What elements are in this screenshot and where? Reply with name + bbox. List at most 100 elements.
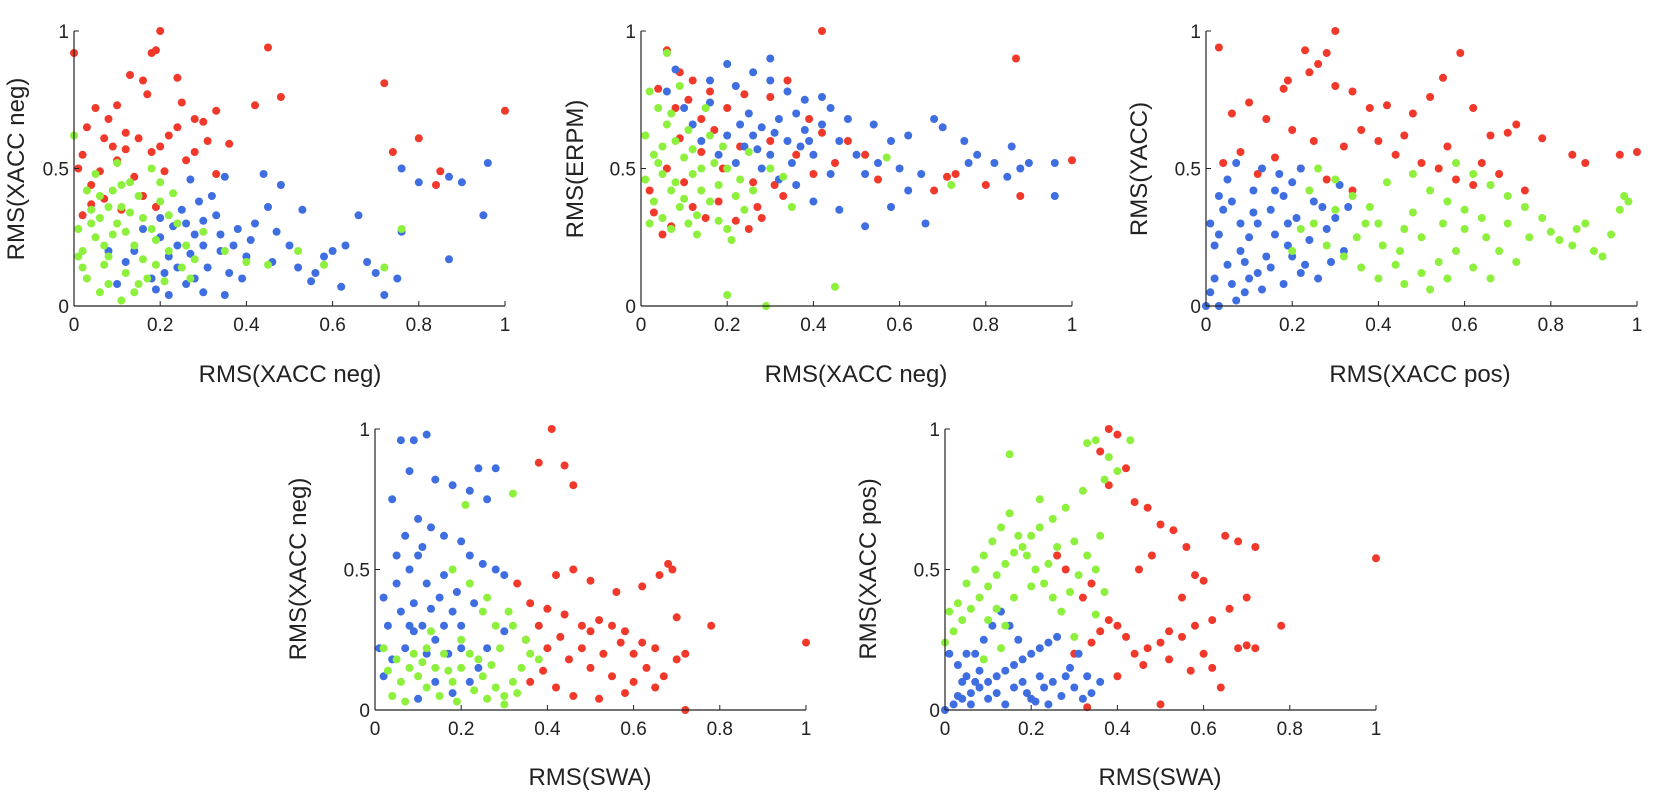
y-tick-label: 0.5 — [344, 561, 370, 582]
data-point-green — [1126, 436, 1135, 445]
data-point-blue — [1318, 203, 1327, 211]
data-point-green — [483, 694, 492, 703]
data-point-green — [1486, 274, 1495, 283]
data-point-blue — [220, 172, 229, 181]
data-point-blue — [1288, 178, 1297, 187]
data-point-green — [662, 49, 671, 57]
data-point-blue — [474, 663, 483, 672]
x-tick-label: 0 — [636, 315, 647, 336]
series-blue — [1202, 159, 1353, 310]
data-point-red — [1221, 531, 1230, 540]
data-point-green — [1066, 588, 1074, 596]
data-point-blue — [478, 559, 487, 568]
data-point-red — [190, 148, 199, 156]
data-point-blue — [479, 211, 488, 220]
data-point-blue — [363, 258, 372, 266]
data-point-blue — [1240, 258, 1249, 266]
data-point-green — [1620, 192, 1629, 200]
data-point-blue — [861, 222, 870, 231]
data-point-green — [649, 150, 658, 159]
data-point-red — [654, 84, 663, 93]
data-point-blue — [307, 277, 316, 286]
data-point-green — [405, 663, 414, 672]
data-point-blue — [740, 142, 749, 151]
data-point-red — [173, 123, 182, 132]
data-point-red — [1208, 616, 1217, 625]
data-point-red — [1581, 159, 1590, 167]
data-point-blue — [1283, 219, 1292, 228]
data-point-red — [1538, 134, 1547, 143]
data-point-red — [1365, 104, 1374, 112]
data-point-green — [1091, 436, 1100, 445]
data-point-green — [182, 241, 191, 250]
data-point-red — [658, 230, 667, 239]
data-point-green — [671, 137, 680, 145]
data-point-green — [457, 635, 466, 644]
data-point-red — [805, 115, 814, 123]
data-point-green — [508, 489, 517, 498]
data-point-green — [1408, 170, 1417, 178]
data-point-green — [1589, 247, 1598, 255]
data-point-blue — [341, 241, 350, 250]
data-point-blue — [953, 661, 962, 669]
data-point-red — [595, 616, 604, 625]
data-point-green — [139, 255, 147, 264]
data-point-green — [100, 260, 109, 269]
data-point-green — [1091, 565, 1100, 574]
data-point-blue — [418, 621, 427, 630]
data-point-red — [130, 172, 139, 181]
data-point-blue — [1232, 159, 1241, 167]
data-point-red — [1234, 537, 1243, 546]
data-point-blue — [405, 565, 414, 574]
data-point-red — [783, 76, 792, 85]
data-point-green — [958, 616, 967, 625]
data-point-blue — [383, 621, 392, 630]
data-point-green — [1417, 233, 1426, 242]
data-point-blue — [904, 186, 913, 195]
data-point-green — [1040, 579, 1049, 588]
data-point-green — [320, 260, 328, 269]
x-tick-label: 0.4 — [1365, 315, 1392, 336]
data-point-blue — [1074, 649, 1083, 658]
data-point-red — [1314, 60, 1323, 68]
data-point-green — [130, 288, 139, 297]
data-point-blue — [1024, 159, 1033, 167]
x-axis-title: RMS(XACC neg) — [765, 361, 948, 388]
data-point-blue — [121, 258, 130, 266]
data-point-blue — [320, 252, 328, 261]
data-point-blue — [164, 252, 173, 261]
data-point-blue — [826, 104, 835, 112]
y-tick-label: 0.5 — [1175, 160, 1201, 181]
data-point-red — [1400, 131, 1409, 140]
x-tick-label: 1 — [801, 719, 812, 740]
data-point-blue — [1292, 214, 1301, 222]
data-point-green — [1439, 219, 1447, 228]
data-point-red — [766, 93, 775, 101]
data-point-blue — [440, 571, 448, 580]
x-tick-label: 0.8 — [1538, 315, 1564, 336]
data-point-red — [1331, 82, 1340, 90]
data-point-blue — [979, 635, 988, 644]
data-point-green — [1443, 274, 1452, 283]
data-point-green — [1598, 252, 1607, 261]
data-point-red — [1568, 150, 1577, 159]
scatter-panel-2: RMS(XACC neg) RMS(ERPM) 0 0.2 0.4 0.6 0.8 1 0 0… — [562, 22, 1077, 388]
series-green — [641, 49, 956, 310]
data-point-green — [1048, 514, 1057, 523]
data-point-green — [979, 655, 988, 664]
data-point-green — [95, 288, 104, 297]
data-point-blue — [1240, 288, 1249, 297]
data-point-blue — [483, 644, 492, 653]
data-point-green — [534, 655, 543, 664]
data-point-red — [121, 145, 130, 154]
data-point-blue — [435, 593, 444, 602]
data-point-green — [962, 579, 971, 588]
data-point-red — [981, 181, 990, 189]
data-point-blue — [1210, 241, 1219, 250]
data-point-green — [1048, 593, 1057, 602]
data-point-red — [151, 203, 160, 211]
x-tick-label: 0.6 — [886, 315, 912, 336]
data-point-green — [1396, 247, 1404, 255]
x-tick-label: 0 — [370, 719, 381, 740]
y-tick-label: 1 — [1190, 22, 1201, 43]
